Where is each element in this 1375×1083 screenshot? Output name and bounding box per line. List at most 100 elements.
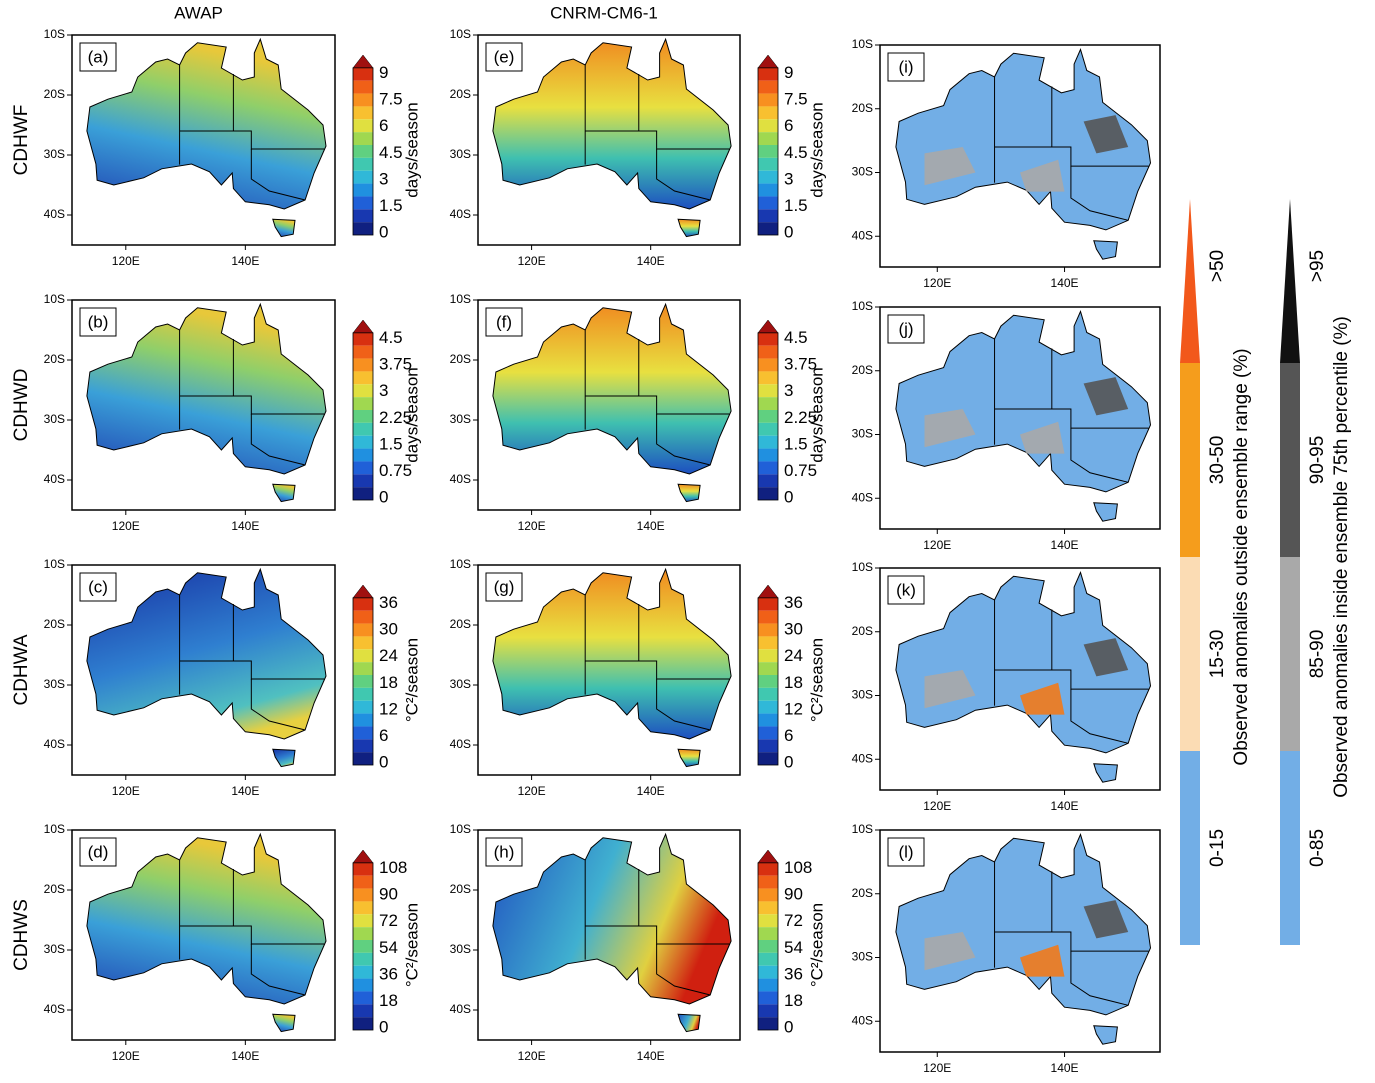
lon-tick-label: 120E <box>923 538 951 552</box>
colorbar-swatch <box>758 474 778 488</box>
land <box>677 218 701 238</box>
colorbar-tick-label: 30 <box>379 620 398 639</box>
colorbar-swatch <box>758 93 778 107</box>
colorbar-tick-label: 18 <box>379 991 398 1010</box>
lat-tick-label: 30S <box>852 950 873 964</box>
colorbar-swatch <box>353 875 373 889</box>
state-border <box>656 149 711 201</box>
colorbar-swatch <box>353 623 373 637</box>
lat-tick-label: 10S <box>852 560 873 574</box>
colorbar-tick-label: 0 <box>784 487 793 506</box>
lat-tick-label: 30S <box>852 427 873 441</box>
lat-tick-label: 40S <box>852 490 873 504</box>
lat-tick-label: 40S <box>450 737 471 751</box>
land <box>86 302 327 475</box>
lat-tick-label: 40S <box>450 1002 471 1016</box>
colorbar-swatch <box>758 700 778 714</box>
colorbar-unit: °C²/season <box>807 903 826 987</box>
legend-swatch <box>1280 557 1300 751</box>
land <box>677 1013 701 1033</box>
lon-tick-label: 140E <box>231 784 259 798</box>
lat-tick-label: 30S <box>44 412 65 426</box>
state-border <box>179 130 325 150</box>
colorbar-tick-label: 4.5 <box>379 328 403 347</box>
lat-tick-label: 40S <box>450 207 471 221</box>
colorbar-swatch <box>758 597 778 611</box>
state-border <box>656 679 711 731</box>
map-panel: 10S 20S 30S 40S 120E 140E (k) <box>852 560 1161 813</box>
colorbar-swatch <box>758 132 778 145</box>
map-panel: 10S 20S 30S 40S 120E 140E (l) <box>852 822 1161 1075</box>
colorbar-swatch <box>758 752 778 765</box>
colorbar-swatch <box>353 384 373 398</box>
colorbar-tick-label: 18 <box>784 673 803 692</box>
panel-label: (g) <box>494 577 515 596</box>
lat-tick-label: 20S <box>852 886 873 900</box>
colorbar-tick-label: 18 <box>379 673 398 692</box>
colorbar-swatch <box>353 222 373 235</box>
anomaly-patch <box>924 409 976 448</box>
lat-tick-label: 20S <box>44 87 65 101</box>
colorbar-tick-label: 36 <box>784 593 803 612</box>
map-panel: 10S 20S 30S 40S 120E 140E (g) <box>450 557 741 798</box>
colorbar-swatch <box>353 978 373 992</box>
map-panel: 10S 20S 30S 40S 120E 140E (f) <box>450 292 741 533</box>
legend-title: Observed anomalies inside ensemble 75th … <box>1331 316 1352 798</box>
lon-tick-label: 140E <box>231 1049 259 1063</box>
colorbar-swatch <box>353 713 373 727</box>
colorbar-swatch <box>758 636 778 650</box>
lat-tick-label: 10S <box>44 557 65 571</box>
lon-tick-label: 140E <box>637 519 665 533</box>
legend-swatch <box>1180 557 1200 751</box>
lat-tick-label: 30S <box>450 677 471 691</box>
legend-class: 0-15 <box>1207 829 1228 867</box>
panel-label: (h) <box>494 842 515 861</box>
land <box>1093 240 1118 260</box>
colorbar-swatch <box>758 67 778 81</box>
land <box>272 748 296 768</box>
colorbar-swatch <box>353 448 373 462</box>
land <box>1093 1025 1118 1045</box>
panel-label-box <box>485 42 523 72</box>
colorbar-tick-label: 7.5 <box>784 90 808 109</box>
lat-tick-label: 20S <box>44 882 65 896</box>
lat-tick-label: 40S <box>450 472 471 486</box>
panel-label: (l) <box>898 842 913 861</box>
lon-tick-label: 120E <box>112 784 140 798</box>
colorbar-swatch <box>758 927 778 940</box>
colorbar-tick-label: 36 <box>784 964 803 983</box>
state-border <box>250 944 306 996</box>
colorbar-swatch <box>353 157 373 171</box>
lat-tick-label: 30S <box>852 688 873 702</box>
anomaly-patch <box>1083 115 1129 154</box>
lat-tick-label: 20S <box>852 624 873 638</box>
colorbar-swatch <box>758 448 778 462</box>
lon-tick-label: 120E <box>518 254 546 268</box>
lon-tick-label: 120E <box>112 254 140 268</box>
lon-tick-label: 140E <box>1051 538 1079 552</box>
colorbar-swatch <box>758 1017 778 1030</box>
colorbar-tick-label: 9 <box>784 63 793 82</box>
colorbar-tick-label: 0 <box>379 752 388 771</box>
colorbar-swatch <box>353 435 373 449</box>
anomaly-patch <box>1020 421 1065 454</box>
panel-label: (i) <box>898 57 913 76</box>
colorbar-swatch <box>353 358 373 372</box>
colorbar-swatch <box>758 196 778 210</box>
state-border <box>585 395 730 415</box>
colorbar-swatch <box>353 371 373 385</box>
state-border <box>994 931 1149 952</box>
map-panel: 10S 20S 30S 40S 120E 140E (a) <box>44 27 336 268</box>
panel-label-box <box>887 837 925 867</box>
colorbar-tick-label: 3 <box>379 169 388 188</box>
colorbar-swatch <box>353 662 373 675</box>
colorbar-swatch <box>758 888 778 902</box>
lon-tick-label: 120E <box>112 519 140 533</box>
colorbar-tick-label: 0.75 <box>784 461 817 480</box>
colorbar-tick-label: 72 <box>379 911 398 930</box>
colorbar-swatch <box>758 170 778 184</box>
state-border <box>179 395 325 415</box>
panel-label-box <box>79 307 117 337</box>
land <box>895 833 1152 1016</box>
lon-tick-label: 120E <box>518 1049 546 1063</box>
